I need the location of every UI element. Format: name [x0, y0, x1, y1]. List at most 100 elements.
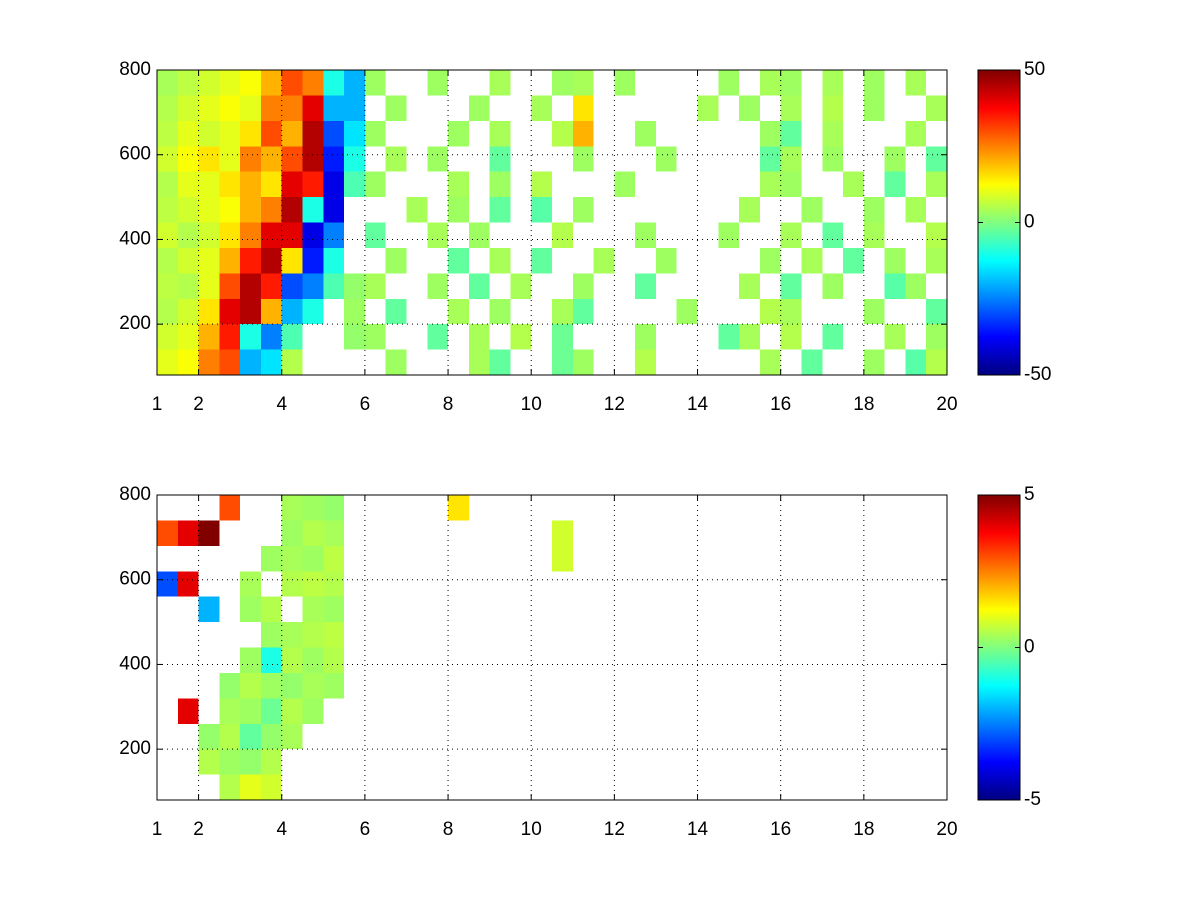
heat-cell — [801, 197, 823, 223]
heat-cell — [281, 95, 303, 121]
x-tick-label: 10 — [521, 819, 542, 840]
heat-cell — [905, 349, 927, 375]
x-tick-label: 14 — [687, 819, 709, 840]
heat-cell — [219, 495, 241, 521]
heat-cell — [219, 324, 241, 350]
heat-cell — [552, 70, 573, 96]
heat-cell — [323, 622, 345, 648]
heat-cell — [240, 197, 261, 223]
heat-cell — [635, 349, 656, 375]
heat-cell — [240, 647, 261, 673]
heat-cell — [219, 672, 241, 699]
heat-cell — [260, 222, 282, 248]
heat-cell — [302, 545, 324, 572]
heat-cell — [531, 247, 552, 274]
heat-cell — [240, 146, 261, 172]
heat-cell — [489, 298, 511, 325]
heat-cell — [240, 698, 261, 724]
heat-cell — [302, 698, 324, 724]
heat-cell — [739, 324, 760, 350]
axes-frame — [156, 494, 948, 801]
heat-cell — [926, 349, 947, 375]
heat-cell — [260, 95, 282, 121]
heat-cell — [448, 171, 469, 198]
colorbar-tick-label: 0 — [1024, 637, 1035, 658]
heat-cell — [281, 672, 303, 699]
heat-cell — [884, 247, 906, 274]
heat-cell — [468, 273, 490, 299]
heat-cell — [240, 596, 261, 623]
x-tick-label: 14 — [687, 394, 709, 415]
heat-cell — [219, 197, 241, 223]
heat-cell — [344, 324, 365, 350]
axes-frame — [156, 69, 948, 376]
heat-cell — [219, 171, 241, 198]
heat-cell — [843, 171, 864, 198]
heat-cell — [572, 70, 594, 96]
heat-cell — [198, 222, 220, 248]
y-tick-label: 200 — [119, 738, 151, 759]
heat-cell — [489, 171, 511, 198]
heat-cell — [489, 146, 511, 172]
heat-cell — [884, 324, 906, 350]
heat-cell — [385, 349, 407, 375]
heat-cell — [260, 723, 282, 750]
heat-cell — [219, 723, 241, 750]
heat-cell — [302, 647, 324, 673]
heat-cell — [822, 222, 844, 248]
heat-cell — [364, 324, 386, 350]
heat-cell — [531, 197, 552, 223]
heat-cell — [427, 70, 449, 96]
heat-cell — [489, 120, 511, 147]
heat-cell — [344, 95, 365, 121]
heat-cell — [240, 723, 261, 750]
heat-cell — [780, 222, 802, 248]
heat-cell — [822, 70, 844, 96]
heat-cell — [863, 70, 885, 96]
heat-cell — [198, 95, 220, 121]
heat-cell — [323, 95, 345, 121]
heat-cell — [801, 349, 823, 375]
heat-cell — [240, 324, 261, 350]
heat-cell — [323, 596, 345, 623]
heat-cell — [572, 298, 594, 325]
heat-cell — [884, 273, 906, 299]
heat-cell — [157, 571, 178, 597]
heat-cell — [281, 171, 303, 198]
x-tick-label: 16 — [770, 394, 791, 415]
heat-cell — [759, 120, 781, 147]
heat-cell — [572, 146, 594, 172]
colorbar-tick-label: 5 — [1024, 484, 1035, 505]
heatmap — [157, 70, 947, 375]
heat-cell — [281, 298, 303, 325]
heat-cell — [177, 120, 199, 147]
x-tick-label: 1 — [152, 819, 163, 840]
heat-cell — [448, 298, 469, 325]
heat-cell — [448, 247, 469, 274]
heat-cell — [718, 70, 740, 96]
heat-cell — [219, 95, 241, 121]
x-tick-label: 18 — [853, 394, 874, 415]
heat-cell — [323, 647, 345, 673]
heat-cell — [926, 222, 947, 248]
heat-cell — [427, 324, 449, 350]
heat-cell — [177, 247, 199, 274]
heat-cell — [780, 146, 802, 172]
heat-cell — [531, 95, 552, 121]
heat-cell — [759, 349, 781, 375]
heat-cell — [281, 120, 303, 147]
heat-cell — [281, 247, 303, 274]
heat-cell — [302, 520, 324, 546]
heat-cell — [302, 298, 324, 325]
heat-cell — [572, 120, 594, 147]
heat-cell — [281, 222, 303, 248]
heat-cell — [468, 222, 490, 248]
x-tick-label: 18 — [853, 819, 874, 840]
heat-cell — [281, 723, 303, 750]
y-tick-label: 600 — [119, 144, 151, 165]
heat-cell — [302, 672, 324, 699]
heat-cell — [780, 273, 802, 299]
heat-cell — [323, 672, 345, 699]
heat-cell — [468, 349, 490, 375]
heat-cell — [510, 273, 532, 299]
